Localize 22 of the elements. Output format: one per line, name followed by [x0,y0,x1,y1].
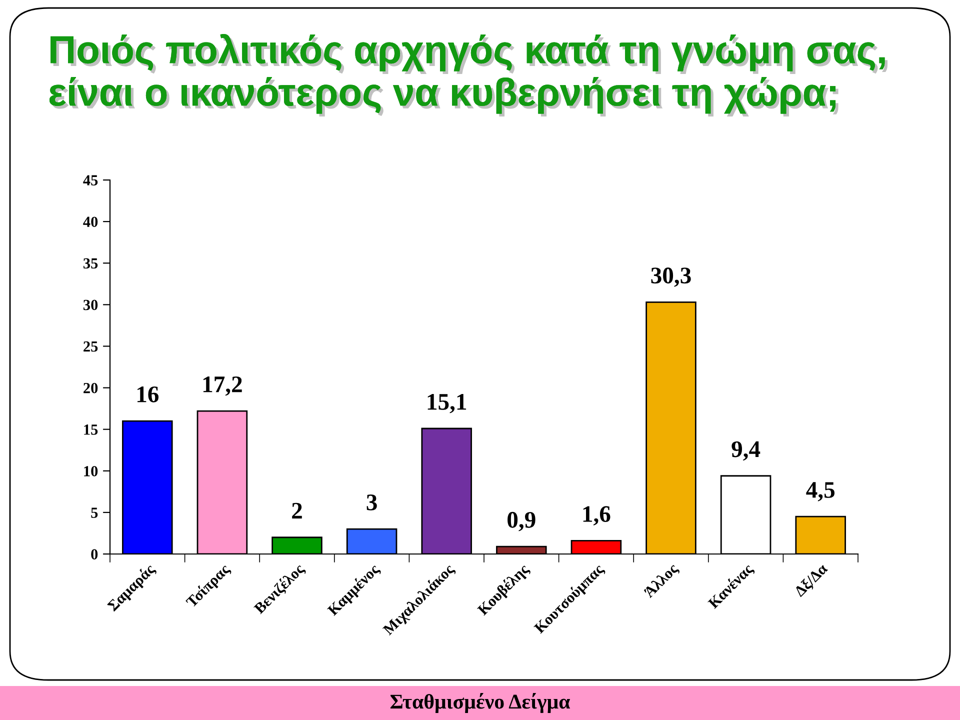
data-label: 3 [366,494,377,510]
data-label: 1,6 [583,506,610,526]
y-tick-label: 40 [83,216,98,228]
data-label: 30,3 [651,268,691,287]
y-tick-label: 25 [84,341,98,352]
data-label: 15,1 [428,394,466,414]
y-tick-label: 5 [91,508,98,518]
data-label: 9,4 [732,441,760,461]
chart-title: Ποιός πολιτικός αρχηγός κατά τη γνώμη σας, είναι ο ικανότερος να κυβερνήσει τη χώρα; [49,34,888,116]
data-label: 17,2 [203,376,242,396]
y-tick-label: 15 [84,424,98,435]
y-tick-label: 0 [91,549,98,560]
text: Σταθμισμένο Δείγμα [390,693,570,713]
y-tick-label: 10 [84,466,98,476]
y-tick-label: 30 [83,300,98,310]
y-tick-label: 20 [84,382,98,394]
y-tick-label: 35 [83,258,98,269]
y-tick-label: 45 [83,175,98,186]
data-label: 16 [137,386,159,402]
data-label: 0,9 [508,512,536,532]
data-label: 2 [292,502,302,518]
data-label: 4,5 [806,482,834,502]
